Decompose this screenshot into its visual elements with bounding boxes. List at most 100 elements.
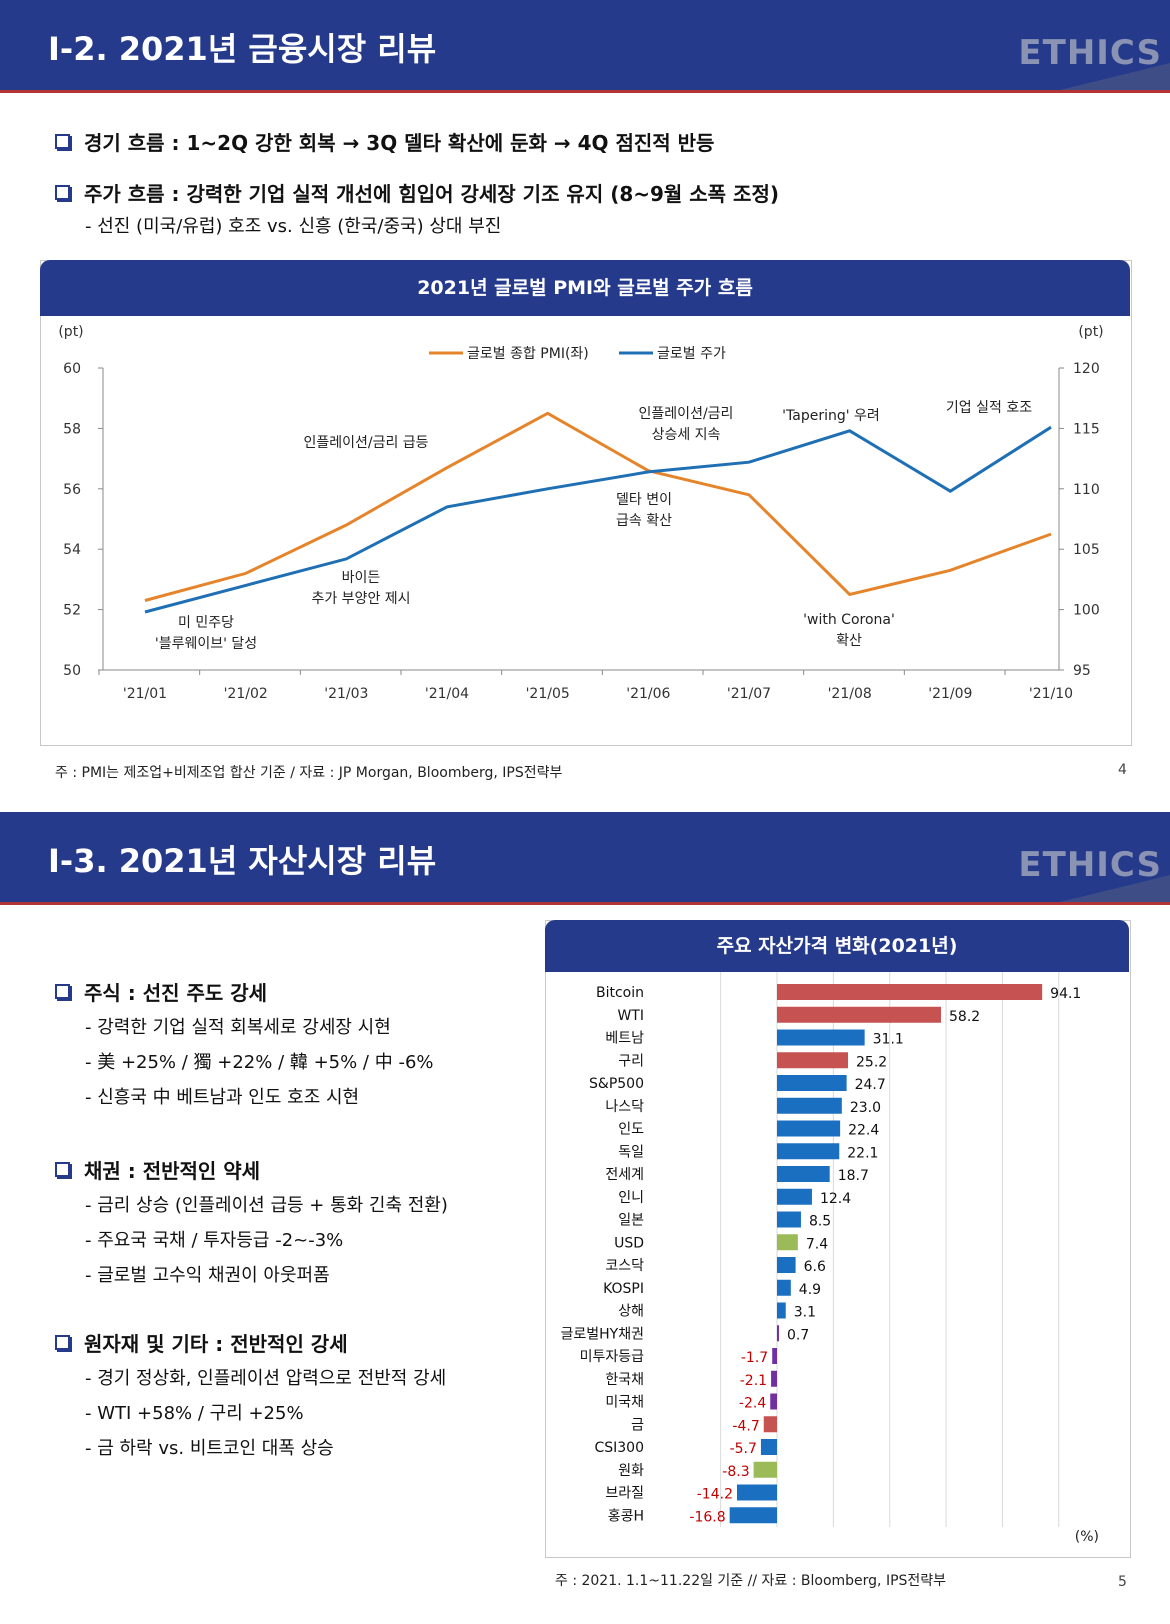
section-item: - 주요국 국채 / 투자등급 -2~-3% (85, 1230, 344, 1251)
category-label: 홍콩H (608, 1508, 644, 1524)
bar (777, 984, 1043, 1000)
value-label: 8.5 (809, 1214, 831, 1230)
asset-bar-chart: Bitcoin 94.1 WTI 58.2 베트남 31.1 구리 25.2 S&P500 24.… (561, 972, 1099, 1545)
chart-annotation: 인플레이션/금리 급등 (303, 435, 428, 451)
value-label: 22.1 (847, 1145, 878, 1161)
category-label: CSI300 (594, 1440, 644, 1456)
value-label: 22.4 (848, 1123, 879, 1139)
section-item: - 신흥국 中 베트남과 인도 호조 시현 (85, 1087, 360, 1108)
bar (729, 1507, 777, 1524)
chart-annotation: '블루웨이브' 달성 (155, 636, 257, 652)
bullet-text: 경기 흐름 : 1~2Q 강한 회복 → 3Q 델타 확산에 둔화 → 4Q 점… (84, 131, 715, 155)
slide-header: Ⅰ-2. 2021년 금융시장 리뷰 ETHICS (0, 0, 1170, 93)
x-tick-label: '21/10 (1029, 686, 1073, 702)
unit-label: (%) (1075, 1529, 1099, 1545)
pmi-stock-line-chart: (pt) (pt) 50 52 54 56 58 60 95 100 105 110 115 120 '21… (58, 324, 1103, 702)
legend-label: 글로벌 주가 (657, 346, 726, 362)
section-item: - 금리 상승 (인플레이션 급등 + 통화 긴축 전환) (85, 1195, 448, 1216)
value-label: 12.4 (820, 1191, 851, 1207)
chart-annotation: 확산 (836, 633, 862, 649)
category-label: 독일 (618, 1144, 644, 1160)
right-tick-label: 100 (1073, 603, 1100, 619)
bar (777, 1279, 791, 1296)
category-label: 인도 (618, 1122, 644, 1138)
category-label: 구리 (618, 1053, 644, 1069)
checkbox-bullet-icon (55, 134, 70, 149)
section-heading-bonds: 채권 : 전반적인 약세 (55, 1155, 260, 1184)
value-label: 58.2 (949, 1009, 980, 1025)
chart-annotation: 바이든 (342, 570, 381, 586)
chart-annotation: 인플레이션/금리 (639, 406, 734, 422)
bar (771, 1370, 777, 1387)
checkbox-bullet-icon (55, 1335, 70, 1350)
ethics-logo: ETHICS (1018, 845, 1162, 885)
right-tick-label: 95 (1073, 663, 1091, 679)
slide-financial-market-review: Ⅰ-2. 2021년 금융시장 리뷰 ETHICS 경기 흐름 : 1~2Q 강… (0, 0, 1170, 790)
left-tick-label: 58 (63, 421, 81, 437)
bar (777, 1257, 796, 1273)
left-tick-label: 50 (63, 663, 81, 679)
bar (736, 1484, 777, 1501)
category-label: 금 (631, 1417, 644, 1433)
page-number: 4 (1118, 762, 1127, 778)
x-tick-label: '21/02 (224, 686, 268, 702)
page-number: 5 (1118, 1574, 1127, 1590)
bar (777, 1302, 786, 1319)
category-label: 미투자등급 (580, 1349, 645, 1365)
stock-series-line (144, 425, 1052, 614)
value-label: 94.1 (1050, 986, 1081, 1002)
category-label: 전세계 (605, 1167, 644, 1183)
right-tick-label: 105 (1073, 542, 1100, 558)
category-label: 일본 (618, 1213, 644, 1229)
value-label: 6.6 (804, 1259, 826, 1275)
chart-annotation: 'with Corona' (803, 612, 895, 628)
section-item: - 美 +25% / 獨 +22% / 韓 +5% / 中 -6% (85, 1052, 434, 1073)
value-label: -16.8 (689, 1509, 725, 1525)
bar (777, 1029, 865, 1046)
value-label: 31.1 (873, 1032, 904, 1048)
bar (777, 1234, 798, 1251)
chart-annotation: 급속 확산 (616, 513, 672, 529)
bar (760, 1439, 777, 1455)
section-heading-text: 주식 : 선진 주도 강세 (84, 981, 268, 1005)
category-label: 글로벌HY채권 (561, 1326, 644, 1342)
x-tick-label: '21/06 (626, 686, 670, 702)
left-tick-label: 52 (63, 603, 81, 619)
chart-annotation: 추가 부양안 제시 (311, 591, 410, 607)
bar (770, 1393, 777, 1410)
right-axis-unit: (pt) (1078, 324, 1103, 340)
bullet-stocks: 주가 흐름 : 강력한 기업 실적 개선에 힘입어 강세장 기조 유지 (8~9… (55, 178, 779, 207)
value-label: 24.7 (855, 1077, 886, 1093)
x-tick-label: '21/04 (425, 686, 469, 702)
category-label: 코스닥 (605, 1258, 644, 1274)
bar (763, 1416, 777, 1433)
slide-title: Ⅰ-2. 2021년 금융시장 리뷰 (48, 30, 437, 68)
x-tick-label: '21/03 (324, 686, 368, 702)
checkbox-bullet-icon (55, 984, 70, 999)
right-tick-label: 115 (1073, 421, 1100, 437)
category-label: 한국채 (605, 1372, 644, 1388)
value-label: 3.1 (794, 1305, 816, 1321)
slide-asset-market-review: Ⅰ-3. 2021년 자산시장 리뷰 ETHICS 주식 : 선진 주도 강세 … (0, 812, 1170, 1624)
section-heading-equity: 주식 : 선진 주도 강세 (55, 977, 267, 1006)
section-item: - 경기 정상화, 인플레이션 압력으로 전반적 강세 (85, 1368, 447, 1389)
value-label: 23.0 (850, 1100, 881, 1116)
section-item: - WTI +58% / 구리 +25% (85, 1403, 304, 1424)
sub-bullet: - 선진 (미국/유럽) 호조 vs. 신흥 (한국/중국) 상대 부진 (85, 216, 502, 237)
value-label: -8.3 (722, 1464, 749, 1480)
x-tick-label: '21/05 (526, 686, 570, 702)
section-item: - 글로벌 고수익 채권이 아웃퍼폼 (85, 1265, 330, 1286)
x-tick-label: '21/08 (828, 686, 872, 702)
value-label: 25.2 (856, 1054, 887, 1070)
left-tick-label: 60 (63, 361, 81, 377)
bullet-economy: 경기 흐름 : 1~2Q 강한 회복 → 3Q 델타 확산에 둔화 → 4Q 점… (55, 127, 714, 156)
logo-accent (1060, 63, 1170, 90)
left-tick-label: 54 (63, 542, 81, 558)
category-label: KOSPI (603, 1281, 644, 1297)
logo-accent (1060, 875, 1170, 902)
bar (777, 1211, 801, 1228)
bar (753, 1461, 777, 1478)
left-tick-label: 56 (63, 482, 81, 498)
category-label: 인니 (618, 1190, 644, 1206)
chart-annotation: 'Tapering' 우려 (782, 408, 880, 424)
